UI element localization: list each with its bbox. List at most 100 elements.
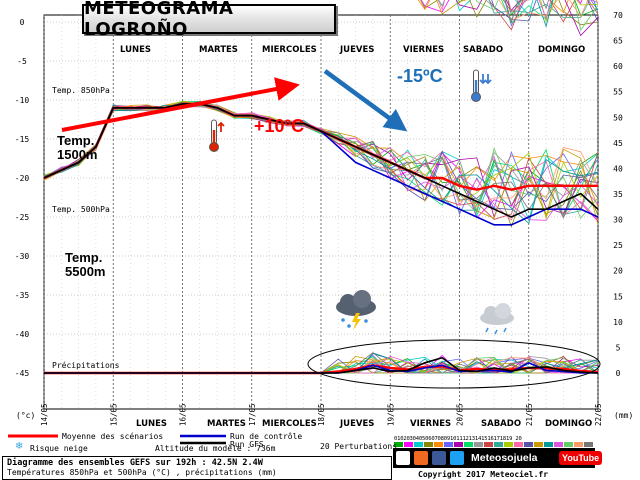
youtube-badge[interactable]: YouTube [559, 451, 603, 465]
blogger-icon[interactable] [414, 451, 428, 465]
y-tick-left: -45 [15, 369, 30, 378]
x-date-label: 16/05 [179, 403, 188, 426]
annotation-warm: +10ºC [254, 116, 305, 136]
y-tick-right: 30 [613, 216, 623, 225]
panel-label-500: Temp. 500hPa [52, 205, 110, 214]
legend-swatch-perturbation [514, 442, 523, 447]
thermometer-bulb [471, 92, 481, 102]
thermometer-bulb [209, 142, 219, 152]
cloud-shape [495, 303, 511, 319]
legend-swatch-perturbation [454, 442, 463, 447]
y-tick-right: 15 [613, 292, 623, 301]
series-line-run-gfs [44, 356, 599, 374]
annotation-temp5500-line2: 5500m [65, 264, 106, 279]
y-tick-left: -20 [15, 174, 30, 183]
cloud-shape [353, 290, 371, 308]
x-date-label: 22/05 [594, 403, 603, 426]
y-tick-left: -25 [15, 213, 30, 222]
legend-swatch-perturbation [584, 442, 593, 447]
thermometer-fill [212, 130, 216, 144]
legend-swatch-perturbation [504, 442, 513, 447]
y-tick-right: 45 [613, 139, 623, 148]
right-axis-unit: (mm) [614, 411, 634, 420]
legend-swatch-perturbation [484, 442, 493, 447]
y-tick-right: 65 [613, 37, 623, 46]
legend-swatch-perturbation [464, 442, 473, 447]
y-tick-right: 35 [613, 190, 623, 199]
y-tick-right: 0 [616, 369, 621, 378]
legend-swatch-perturbation [524, 442, 533, 447]
perturbation-line-850 [498, 0, 589, 21]
facebook-icon[interactable] [432, 451, 446, 465]
legend-swatch-perturbation [434, 442, 443, 447]
y-tick-left: -40 [15, 330, 30, 339]
y-tick-left: -10 [15, 96, 30, 105]
day-label-top: DOMINGO [538, 45, 586, 55]
snowflake-icon: ❄ [15, 441, 24, 452]
legend-swatch-perturbation [444, 442, 453, 447]
legend-swatch-perturbation [414, 442, 423, 447]
y-tick-right: 60 [613, 62, 623, 71]
y-tick-right: 40 [613, 164, 623, 173]
day-label-bottom: VIERNES [410, 419, 452, 429]
day-label-top: VIERNES [403, 45, 445, 55]
instagram-icon[interactable] [396, 451, 410, 465]
thermometer-down-arrow [479, 74, 492, 85]
annotation-temp5500-line1: Temp. [65, 250, 103, 265]
rain-cloud-icon [480, 303, 514, 335]
day-label-bottom: MIERCOLES [262, 419, 317, 429]
legend-perturbation-ids: 01020304050607080910111213141516171819 2… [394, 436, 522, 442]
annotation-temp1500-line2: 1500m [57, 147, 98, 162]
rain-drop [485, 327, 489, 333]
perturbation-line-850 [501, 0, 553, 24]
y-tick-left: -5 [17, 57, 27, 66]
day-label-bottom: MARTES [207, 419, 246, 429]
cloud-shape [340, 294, 356, 310]
legend-snow-risk: Risque neige [30, 444, 88, 453]
y-tick-left: -15 [15, 135, 30, 144]
legend-perturbations: 20 Perturbations [320, 442, 398, 451]
perturbation-line-850 [504, 0, 549, 24]
thermometer-fill [474, 80, 478, 94]
legend-swatch-perturbation [554, 442, 563, 447]
y-tick-right: 25 [613, 241, 623, 250]
perturbation-line-850 [488, 0, 599, 31]
day-label-bottom: JUEVES [340, 419, 375, 429]
y-tick-right: 10 [613, 318, 623, 327]
legend-gfs: Run GFS [230, 440, 264, 449]
rain-drop [494, 329, 498, 335]
day-label-top: JUEVES [340, 45, 375, 55]
copyright: Copyright 2017 Meteociel.fr [418, 470, 549, 479]
x-date-label: 17/05 [248, 403, 257, 426]
day-label-bottom: DOMINGO [545, 419, 593, 429]
annotation-temp1500-line1: Temp. [57, 133, 95, 148]
legend-swatch-perturbation [404, 442, 413, 447]
panel-label-precip: Précipitations [52, 361, 120, 370]
legend-swatch-perturbation [574, 442, 583, 447]
branding-name: Meteosojuela [471, 452, 538, 464]
legend-swatch-perturbation [494, 442, 503, 447]
y-tick-right: 20 [613, 267, 623, 276]
day-label-top: MIERCOLES [262, 45, 317, 55]
cloud-shape [484, 306, 498, 320]
x-date-label: 18/05 [317, 403, 326, 426]
day-label-bottom: SABADO [481, 419, 522, 429]
rain-drop [347, 324, 351, 328]
annotation-cold: -15ºC [397, 66, 443, 86]
left-axis-unit: (°c) [16, 411, 36, 420]
thermometer-up-arrow [217, 121, 225, 132]
panel-label-850: Temp. 850hPa [52, 86, 110, 95]
thermometer-cold-icon [471, 69, 492, 102]
lightning-bolt [352, 313, 361, 330]
thermometer-warm-icon [209, 119, 225, 152]
x-date-label: 14/05 [40, 403, 49, 426]
day-label-bottom: LUNES [136, 419, 168, 429]
x-date-label: 20/05 [456, 403, 465, 426]
rain-drop [364, 319, 368, 323]
legend-mean: Moyenne des scénarios [62, 432, 164, 441]
twitter-icon[interactable] [450, 451, 464, 465]
y-tick-left: 0 [20, 18, 25, 27]
x-date-label: 15/05 [109, 403, 118, 426]
warm-trend-arrow [61, 77, 300, 132]
x-date-label: 21/05 [525, 403, 534, 426]
